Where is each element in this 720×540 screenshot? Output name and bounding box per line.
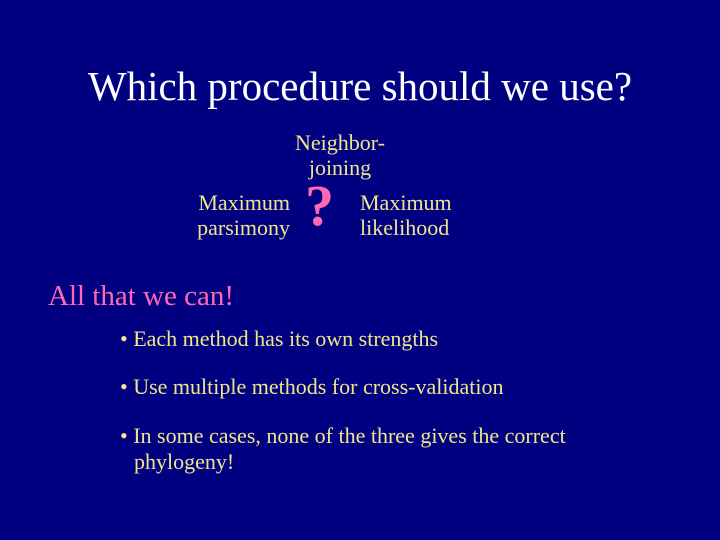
slide: Which procedure should we use? Neighbor-… (0, 0, 720, 540)
answer-text: All that we can! (48, 280, 234, 313)
ml-line1: Maximum (360, 190, 452, 215)
bullet-item: • In some cases, none of the three gives… (120, 423, 650, 476)
method-max-parsimony: Maximum parsimony (180, 190, 290, 241)
nj-line1: Neighbor- (295, 130, 385, 155)
method-neighbor-joining: Neighbor- joining (280, 130, 400, 181)
bullet-item: • Use multiple methods for cross-validat… (120, 374, 650, 400)
question-mark-icon: ? (305, 172, 334, 239)
mp-line2: parsimony (197, 215, 290, 240)
ml-line2: likelihood (360, 215, 449, 240)
method-max-likelihood: Maximum likelihood (360, 190, 480, 241)
bullet-item: • Each method has its own strengths (120, 326, 650, 352)
mp-line1: Maximum (198, 190, 290, 215)
bullet-list: • Each method has its own strengths • Us… (120, 326, 650, 498)
slide-title: Which procedure should we use? (0, 62, 720, 110)
